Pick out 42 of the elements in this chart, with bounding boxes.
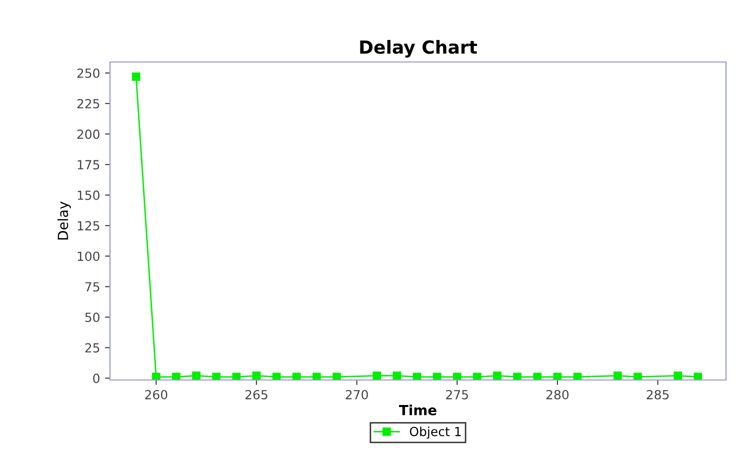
x-tick-label: 275 — [446, 390, 468, 400]
point — [152, 372, 160, 380]
y-tick-label: 0 — [93, 374, 100, 384]
point — [172, 372, 180, 380]
y-tick-label: 100 — [78, 252, 100, 262]
y-tick-label: 75 — [85, 282, 100, 292]
point — [312, 372, 321, 380]
point — [473, 372, 482, 380]
point — [192, 372, 200, 380]
point — [212, 372, 221, 380]
y-tick-label: 50 — [85, 312, 100, 322]
point — [533, 372, 542, 380]
x-tick-label: 280 — [546, 390, 569, 400]
point — [292, 372, 301, 380]
y-tick-label: 125 — [78, 221, 100, 231]
x-tick-label: 285 — [646, 390, 669, 400]
point — [452, 372, 462, 380]
y-tick-label: 25 — [85, 343, 100, 353]
y-tick-label: 225 — [77, 98, 100, 108]
point — [493, 372, 502, 380]
point — [332, 372, 341, 380]
point — [694, 372, 702, 380]
point — [372, 372, 382, 380]
x-tick-label: 265 — [245, 390, 268, 400]
chart-title: Delay Chart — [360, 40, 478, 58]
point — [252, 372, 261, 380]
y-axis-title: Delay — [57, 202, 71, 240]
point — [132, 72, 140, 81]
legend-label: Object 1 — [410, 426, 461, 439]
point — [634, 372, 642, 380]
point — [613, 372, 622, 380]
point — [232, 372, 241, 380]
x-tick-label: 260 — [145, 390, 168, 400]
point — [392, 372, 402, 380]
x-axis-title: Time — [399, 404, 436, 416]
y-tick-label: 175 — [78, 160, 100, 170]
point — [674, 372, 682, 380]
y-tick-label: 150 — [78, 190, 100, 200]
x-tick-label: 270 — [346, 390, 368, 400]
point — [513, 372, 522, 380]
y-tick-label: 250 — [77, 68, 100, 78]
y-tick-label: 200 — [77, 129, 100, 139]
